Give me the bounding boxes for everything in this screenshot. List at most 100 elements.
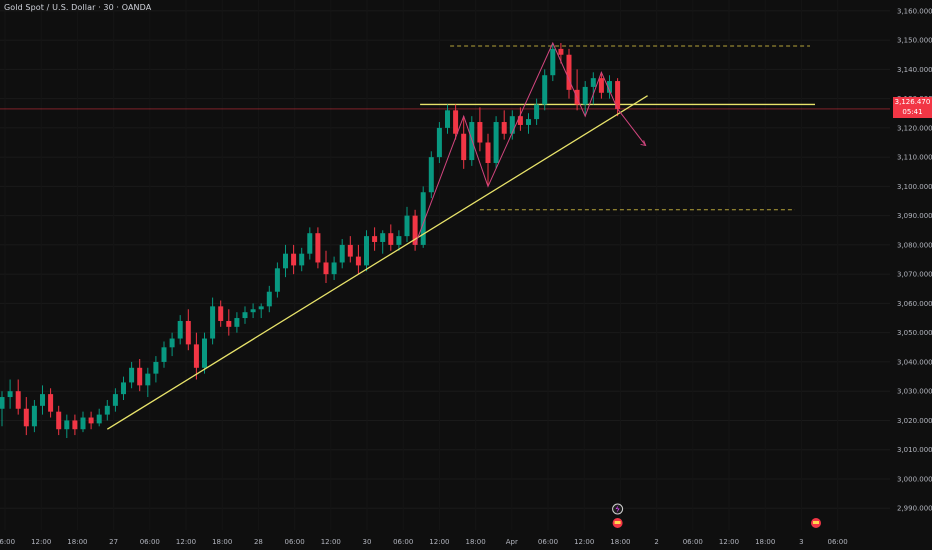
candle-body — [258, 306, 264, 310]
x-tick-label: 28 — [254, 538, 263, 546]
candle-body — [323, 262, 329, 275]
candle-body — [64, 420, 70, 430]
candle-body — [436, 127, 442, 158]
ascending-trendline — [106, 95, 648, 430]
projection-arrowhead — [640, 140, 647, 147]
y-tick-label: 2,990.000 — [897, 505, 932, 513]
x-tick-label: 30 — [363, 538, 372, 546]
symbol-title: Gold Spot / U.S. Dollar · 30 · OANDA — [4, 3, 152, 12]
candle-body — [396, 236, 402, 245]
candle-body — [299, 253, 305, 266]
candle-body — [526, 119, 531, 125]
x-tick-label: 3 — [799, 538, 803, 546]
candle-body — [145, 373, 151, 386]
x-tick-label: 2 — [654, 538, 658, 546]
y-tick-label: 3,100.000 — [897, 183, 932, 191]
candle-body — [453, 110, 459, 134]
candle-body — [96, 414, 102, 424]
candle-body — [112, 394, 118, 406]
candle-body — [566, 54, 572, 90]
candle-body — [31, 405, 37, 427]
candle-body — [129, 367, 135, 383]
x-tick-label: 06:00 — [0, 538, 15, 546]
x-tick-label: 12:00 — [429, 538, 449, 546]
y-tick-label: 3,020.000 — [897, 417, 932, 425]
candle-body — [461, 133, 467, 161]
candle-body — [153, 361, 159, 374]
candle-body — [23, 408, 29, 427]
candle-body — [420, 192, 426, 245]
candle-body — [598, 78, 604, 93]
x-tick-label: 12:00 — [31, 538, 51, 546]
bar-countdown: 05:41 — [902, 108, 923, 116]
flag-glyph — [813, 521, 819, 524]
y-tick-label: 3,080.000 — [897, 241, 932, 249]
y-tick-label: 3,120.000 — [897, 124, 932, 132]
candle-body — [7, 391, 13, 398]
candle-body — [185, 320, 191, 345]
candle-body — [169, 338, 175, 348]
candle-body — [104, 405, 110, 415]
candle-body — [40, 394, 45, 406]
candle-body — [177, 320, 183, 339]
candle-body — [218, 306, 224, 321]
y-tick-label: 3,110.000 — [897, 154, 932, 162]
candle-body — [412, 215, 418, 245]
candle-body — [291, 253, 297, 266]
projection-arrow-line — [617, 108, 646, 146]
pattern-zigzag — [414, 41, 619, 246]
current-price-label: 3,126.470 05:41 — [893, 97, 932, 118]
x-tick-label: 12:00 — [719, 538, 739, 546]
candle-body — [0, 397, 5, 409]
candle-body — [550, 48, 556, 76]
candle-body — [193, 344, 199, 368]
candle-body — [347, 244, 353, 257]
candle-body — [137, 367, 143, 386]
candle-body — [590, 78, 596, 87]
candle-body — [15, 391, 21, 409]
candle-body — [72, 420, 78, 430]
candle-body — [331, 262, 337, 275]
candle-body — [226, 320, 232, 327]
x-tick-label: 12:00 — [574, 538, 594, 546]
candle-body — [283, 253, 288, 269]
candle-body — [404, 215, 410, 237]
candle-body — [372, 236, 378, 242]
candle-body — [48, 394, 54, 412]
candle-body — [80, 417, 86, 430]
candle-body — [493, 122, 499, 163]
y-tick-label: 3,040.000 — [897, 358, 932, 366]
x-tick-label: Apr — [506, 538, 518, 546]
candle-body — [202, 338, 207, 368]
candle-body — [501, 122, 507, 134]
candle-body — [121, 382, 126, 395]
candle-body — [542, 75, 548, 105]
candle-body — [307, 233, 313, 254]
time-axis[interactable]: 06:00 12:00 18:00 27 06:00 12:00 18:00 28 06:00 1… — [0, 538, 848, 546]
candle-body — [380, 233, 386, 242]
candle-body — [315, 233, 321, 263]
current-price-value: 3,126.470 — [894, 98, 931, 106]
x-tick-label: 18:00 — [755, 538, 775, 546]
candle-body — [56, 411, 62, 430]
drawing-tools — [106, 41, 648, 430]
candle-body — [388, 233, 394, 245]
candle-body — [428, 157, 434, 193]
candle-body — [274, 268, 280, 292]
candle-body — [266, 291, 272, 307]
candle-body — [607, 81, 612, 93]
candle-body — [477, 122, 483, 143]
y-tick-label: 3,090.000 — [897, 212, 932, 220]
candle-body — [210, 306, 216, 339]
candle-body — [485, 142, 491, 163]
y-tick-label: 3,140.000 — [897, 66, 932, 74]
candle-body — [88, 417, 94, 424]
candle-body — [250, 309, 256, 313]
y-tick-label: 3,160.000 — [897, 7, 932, 15]
x-tick-label: 18:00 — [212, 538, 232, 546]
x-tick-label: 12:00 — [321, 538, 341, 546]
candle-body — [161, 347, 167, 362]
flag-glyph — [614, 521, 621, 524]
